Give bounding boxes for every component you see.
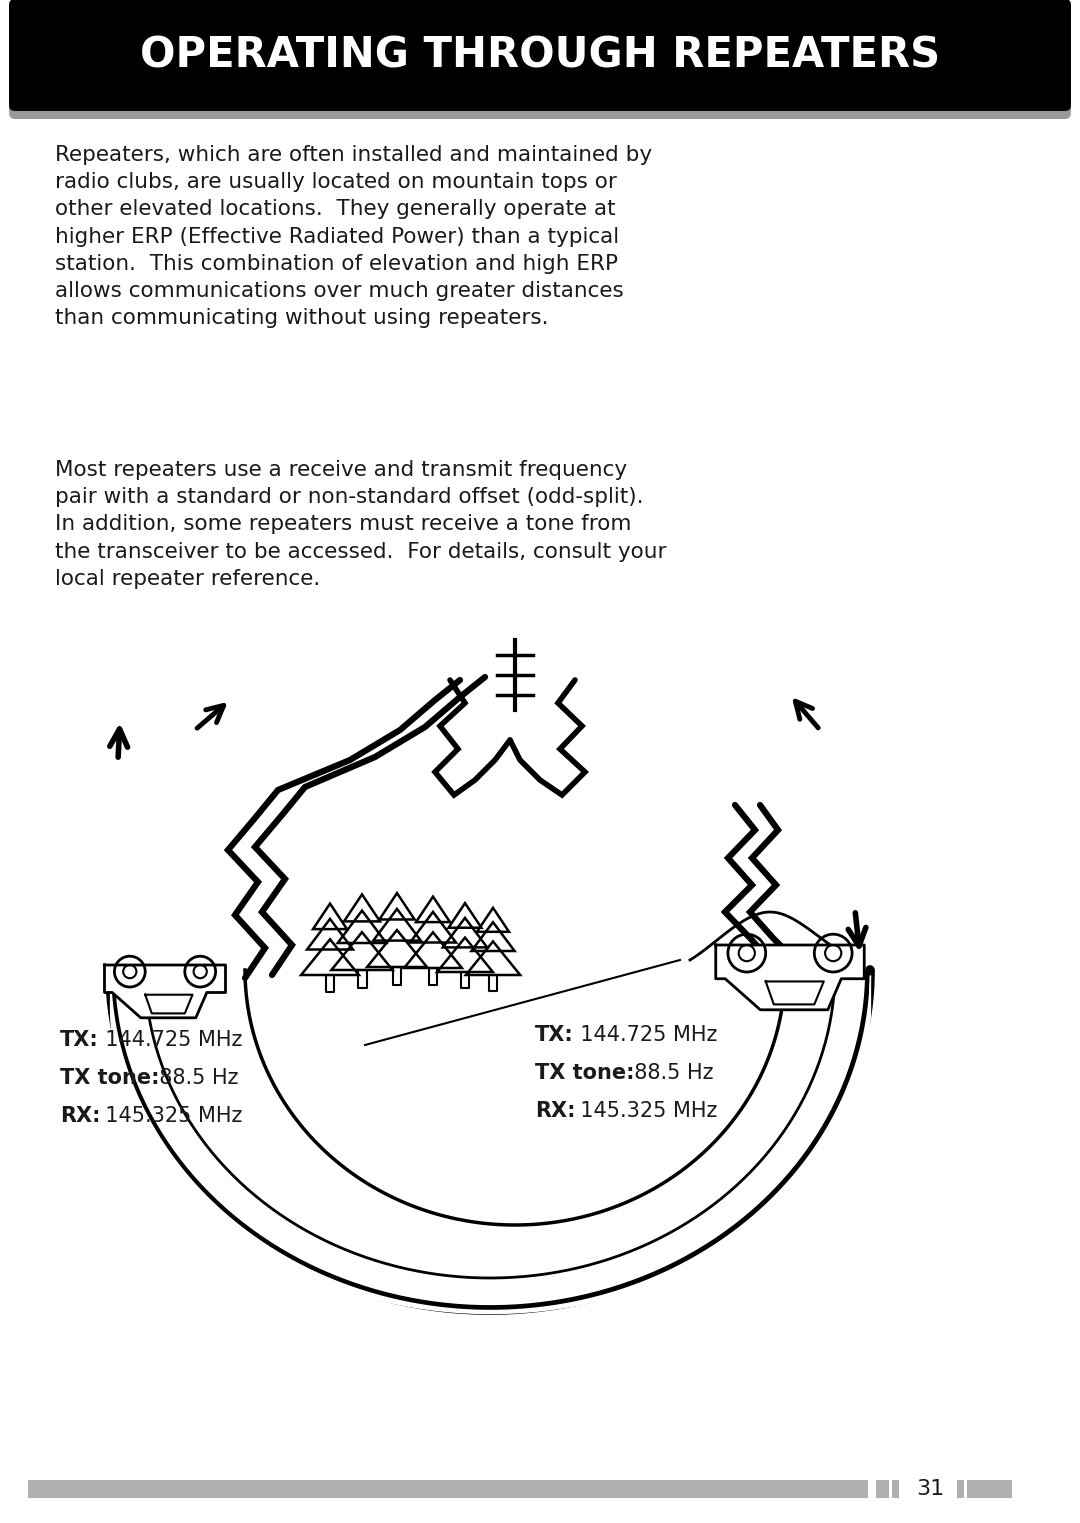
Bar — [967, 1480, 1012, 1499]
Text: RX:: RX: — [535, 1101, 576, 1121]
Text: 144.725 MHz: 144.725 MHz — [567, 1025, 718, 1045]
Text: TX tone:: TX tone: — [60, 1068, 160, 1087]
Bar — [957, 1480, 964, 1499]
Polygon shape — [245, 970, 785, 1224]
Bar — [892, 1480, 899, 1499]
Text: 31: 31 — [916, 1479, 944, 1499]
Text: TX:: TX: — [535, 1025, 573, 1045]
Text: OPERATING THROUGH REPEATERS: OPERATING THROUGH REPEATERS — [140, 34, 940, 76]
Text: 88.5 Hz: 88.5 Hz — [621, 1063, 714, 1083]
Text: 145.325 MHz: 145.325 MHz — [93, 1106, 243, 1125]
FancyBboxPatch shape — [9, 0, 1071, 111]
Text: Most repeaters use a receive and transmit frequency
pair with a standard or non-: Most repeaters use a receive and transmi… — [55, 460, 666, 589]
Text: TX:: TX: — [60, 1030, 98, 1049]
Bar — [876, 1480, 889, 1499]
Bar — [28, 1480, 868, 1499]
Text: TX tone:: TX tone: — [535, 1063, 635, 1083]
Text: 145.325 MHz: 145.325 MHz — [567, 1101, 718, 1121]
Polygon shape — [105, 966, 226, 1017]
Text: 144.725 MHz: 144.725 MHz — [93, 1030, 243, 1049]
Polygon shape — [716, 944, 864, 1010]
FancyBboxPatch shape — [9, 2, 1071, 119]
Text: 88.5 Hz: 88.5 Hz — [147, 1068, 239, 1087]
Text: Repeaters, which are often installed and maintained by
radio clubs, are usually : Repeaters, which are often installed and… — [55, 145, 652, 327]
Text: RX:: RX: — [60, 1106, 100, 1125]
